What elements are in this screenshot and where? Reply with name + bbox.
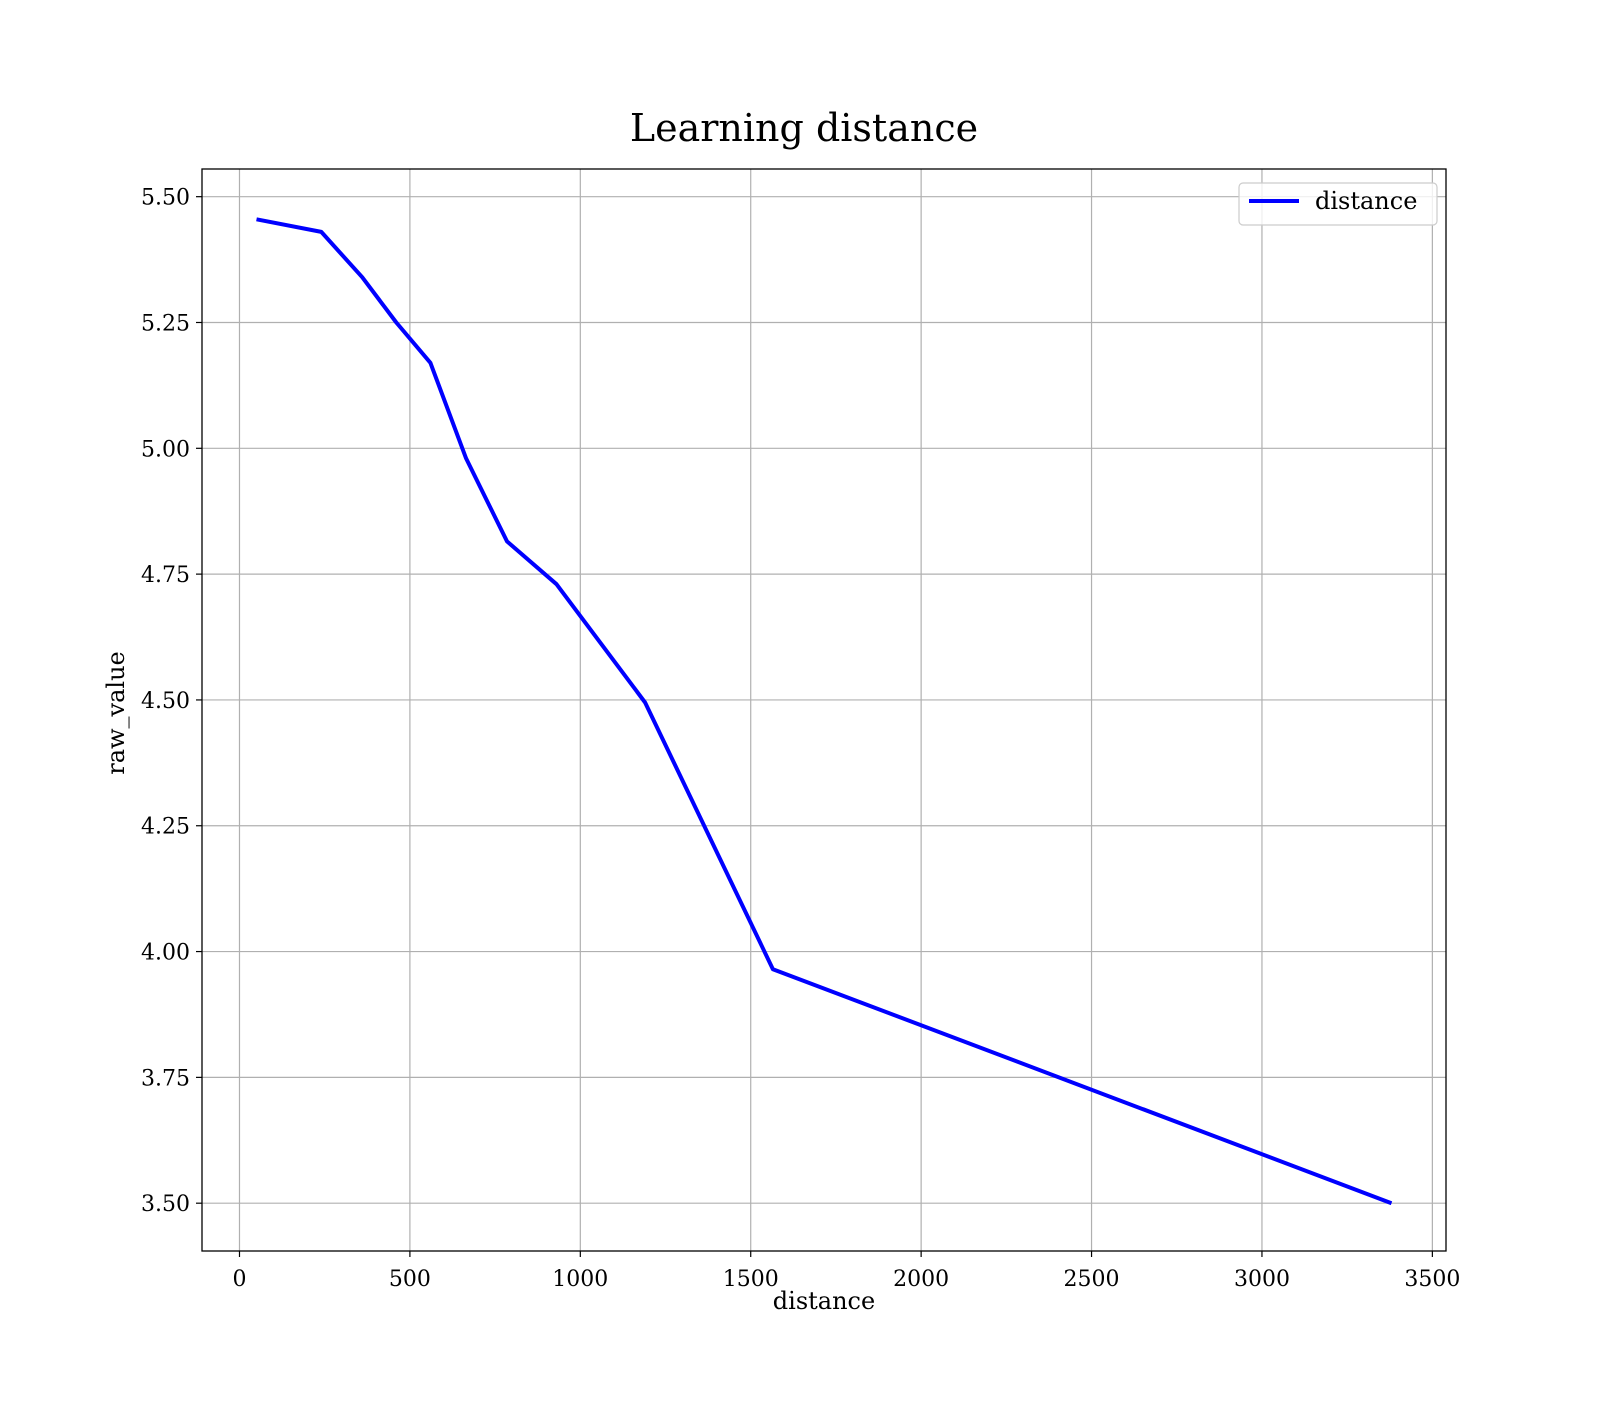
legend-label: distance	[1315, 187, 1417, 215]
x-tick-label: 2500	[1064, 1267, 1120, 1292]
y-axis-ticks: 3.50 3.75 4.00 4.25 4.50 4.75 5.00 5.25 5.50	[141, 186, 202, 1218]
y-tick-label: 4.75	[141, 563, 190, 588]
y-tick-label: 4.50	[141, 689, 190, 714]
chart-title: Learning distance	[630, 106, 978, 150]
series-line-distance	[257, 219, 1392, 1203]
x-tick-label: 2000	[893, 1267, 949, 1292]
plot-frame	[202, 169, 1446, 1251]
y-tick-label: 3.50	[141, 1192, 190, 1217]
y-axis-label: raw_value	[102, 651, 130, 775]
x-tick-label: 3500	[1404, 1267, 1460, 1292]
x-tick-label: 500	[389, 1267, 431, 1292]
x-tick-label: 0	[232, 1267, 246, 1292]
plot-series	[256, 219, 1391, 1203]
x-tick-label: 1000	[552, 1267, 608, 1292]
x-axis-label: distance	[773, 1287, 875, 1315]
y-tick-label: 5.25	[141, 311, 190, 336]
y-tick-label: 3.75	[141, 1066, 190, 1091]
grid-lines	[202, 169, 1446, 1251]
y-tick-label: 4.25	[141, 815, 190, 840]
x-axis-ticks: 0 500 1000 1500 2000 2500 3000 3500	[232, 1251, 1460, 1292]
legend: distance	[1239, 183, 1437, 225]
y-tick-label: 4.00	[141, 941, 190, 966]
y-tick-label: 5.00	[141, 437, 190, 462]
x-tick-label: 1500	[723, 1267, 779, 1292]
y-tick-label: 5.50	[141, 186, 190, 211]
x-tick-label: 3000	[1234, 1267, 1290, 1292]
